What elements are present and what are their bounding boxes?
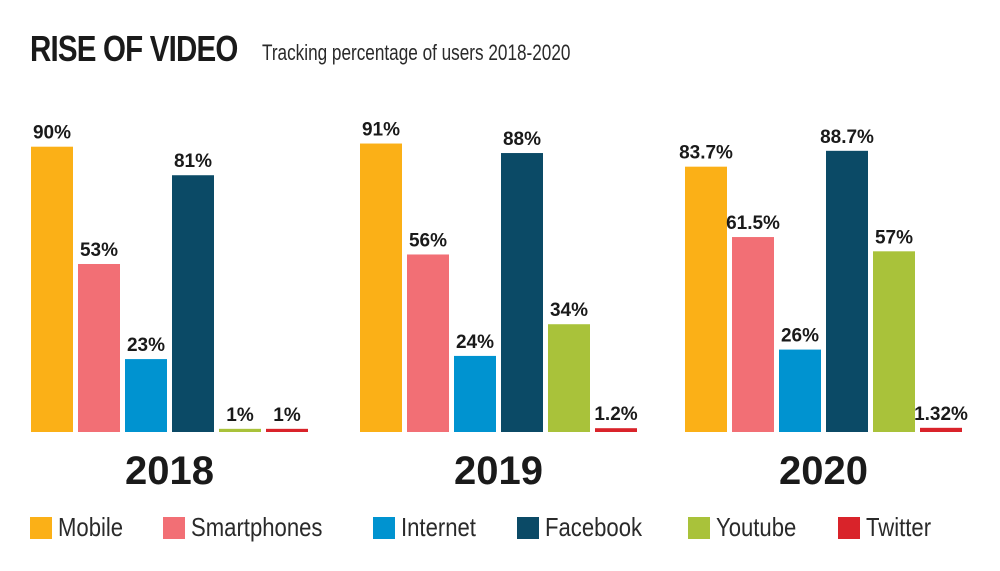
data-label-mobile-2018: 90%: [33, 123, 71, 144]
bar-youtube-2020: [873, 251, 915, 432]
data-label-internet-2018: 23%: [127, 335, 165, 356]
data-label-twitter-2020: 1.32%: [914, 404, 968, 425]
data-label-facebook-2020: 88.7%: [820, 127, 874, 148]
legend-item-mobile: Mobile: [30, 512, 135, 543]
bar-smartphones-2018: [78, 263, 120, 432]
legend-label-facebook: Facebook: [545, 512, 643, 542]
category-label-2019: 2019: [454, 449, 543, 493]
data-label-youtube-2019: 34%: [550, 300, 588, 321]
data-label-twitter-2019: 1.2%: [594, 404, 637, 425]
bar-smartphones-2020: [732, 237, 774, 432]
bar-internet-2020: [779, 349, 821, 432]
bar-twitter-2019: [595, 428, 637, 432]
legend-swatch-mobile: [30, 516, 52, 539]
bar-internet-2019: [454, 355, 496, 432]
data-label-twitter-2018: 1%: [273, 405, 301, 426]
bar-mobile-2020: [685, 166, 727, 432]
category-label-2018: 2018: [125, 449, 214, 493]
bar-youtube-2019: [548, 324, 590, 432]
legend-swatch-smartphones: [162, 516, 185, 539]
data-label-youtube-2018: 1%: [226, 405, 254, 426]
chart-title: RISE OF VIDEO: [30, 28, 238, 69]
legend-swatch-facebook: [517, 516, 540, 539]
data-label-smartphones-2018: 53%: [80, 240, 118, 261]
data-label-facebook-2019: 88%: [503, 129, 541, 150]
legend-swatch-twitter: [838, 516, 861, 539]
data-label-smartphones-2019: 56%: [409, 230, 447, 251]
data-label-internet-2020: 26%: [781, 326, 819, 347]
data-label-youtube-2020: 57%: [875, 227, 913, 248]
legend-label-twitter: Twitter: [866, 512, 932, 542]
legend-swatch-internet: [373, 516, 396, 539]
bar-twitter-2020: [920, 427, 962, 432]
bar-mobile-2019: [360, 143, 402, 432]
legend-item-youtube: Youtube: [687, 512, 810, 543]
legend: Mobile Smartphones Internet Facebook Youtube…: [30, 512, 971, 543]
bar-internet-2018: [125, 359, 167, 432]
category-label-2020: 2020: [779, 449, 868, 493]
data-label-smartphones-2020: 61.5%: [726, 213, 780, 234]
legend-label-smartphones: Smartphones: [190, 512, 323, 542]
data-label-mobile-2019: 91%: [362, 120, 400, 141]
bar-facebook-2019: [501, 153, 543, 433]
data-label-internet-2019: 24%: [456, 332, 494, 353]
data-label-mobile-2020: 83.7%: [679, 143, 733, 164]
legend-label-mobile: Mobile: [58, 512, 124, 542]
data-label-facebook-2018: 81%: [174, 151, 212, 172]
legend-label-internet: Internet: [401, 512, 477, 542]
legend-item-facebook: Facebook: [517, 512, 659, 543]
bar-facebook-2018: [172, 175, 214, 433]
bar-facebook-2020: [826, 150, 868, 433]
legend-label-youtube: Youtube: [715, 512, 796, 542]
bar-mobile-2018: [31, 146, 73, 432]
chart-subtitle: Tracking percentage of users 2018-2020: [262, 40, 571, 65]
legend-item-internet: Internet: [373, 512, 489, 543]
bar-youtube-2018: [219, 428, 261, 432]
bar-smartphones-2019: [407, 254, 449, 432]
legend-item-smartphones: Smartphones: [162, 512, 346, 543]
legend-swatch-youtube: [687, 516, 710, 539]
bar-twitter-2018: [266, 428, 308, 432]
legend-item-twitter: Twitter: [838, 512, 943, 543]
